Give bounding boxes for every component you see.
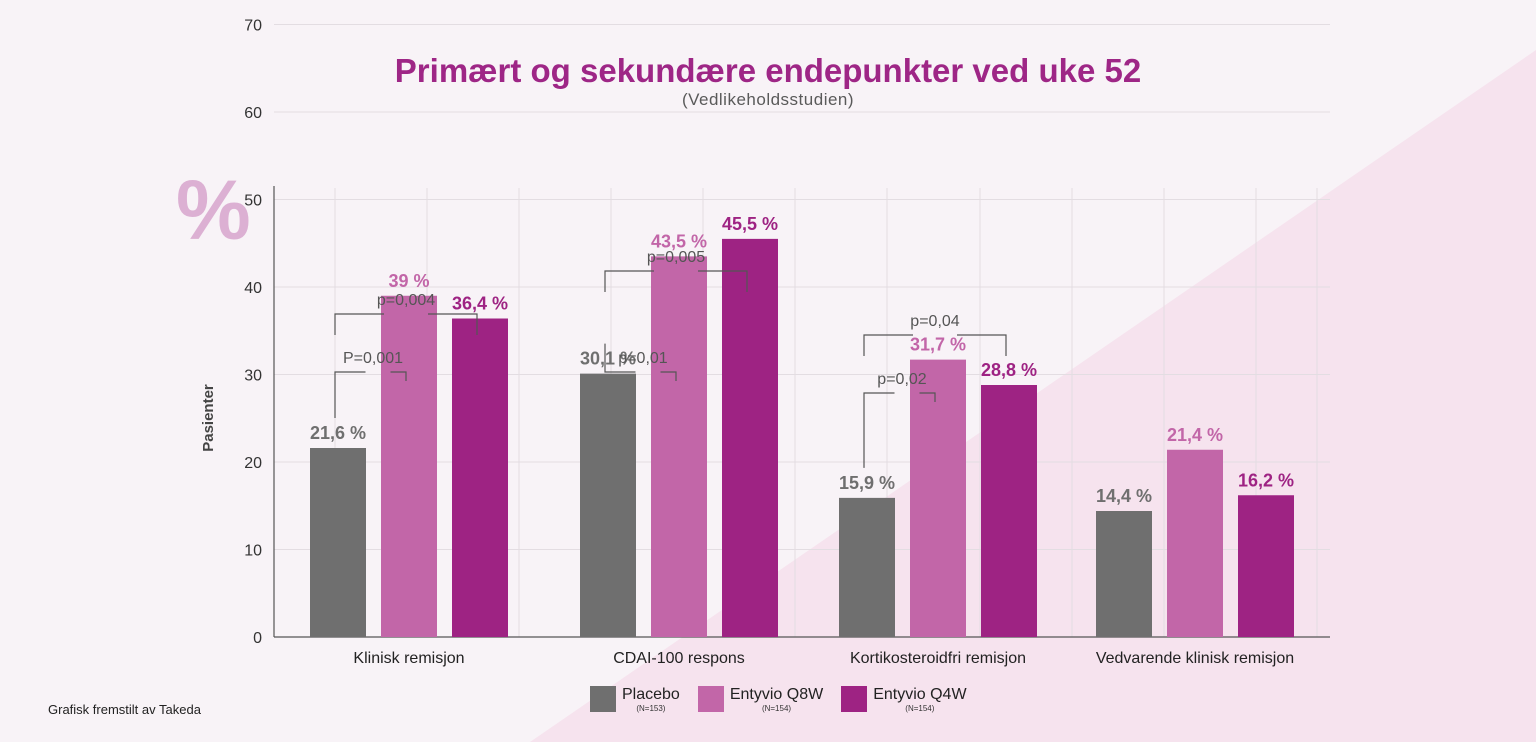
- legend-swatch-placebo: [590, 686, 616, 712]
- p-value-label: p=0,005: [647, 249, 705, 266]
- significance-bracket: [863, 392, 936, 468]
- y-tick-label: 0: [253, 630, 262, 647]
- significance-bracket: [604, 270, 748, 292]
- data-label: 16,2 %: [1238, 470, 1294, 490]
- percent-icon: %: [176, 163, 251, 257]
- legend-item-entyvio-q4w: Entyvio Q4W (N=154): [841, 686, 967, 714]
- data-label: 43,5 %: [651, 231, 707, 251]
- significance-bracket: [604, 343, 677, 381]
- significance-bracket: [863, 334, 1007, 356]
- bar-entyvio-q8w: [651, 256, 707, 637]
- legend-n: (N=154): [761, 704, 792, 713]
- data-label: 36,4 %: [452, 294, 508, 314]
- data-label: 14,4 %: [1096, 486, 1152, 506]
- bar-entyvio-q8w: [381, 295, 437, 637]
- data-label: 28,8 %: [981, 360, 1037, 380]
- bar-entyvio-q4w: [981, 385, 1037, 637]
- x-category-label: Vedvarende klinisk remisjon: [1096, 650, 1294, 667]
- bar-entyvio-q8w: [1167, 449, 1223, 637]
- data-label: 21,6 %: [310, 423, 366, 443]
- chart-subtitle: (Vedlikeholdsstudien): [681, 90, 855, 109]
- bar-placebo: [310, 448, 366, 637]
- x-category-label: Klinisk remisjon: [353, 650, 464, 667]
- legend-label: Entyvio Q8W: [729, 686, 824, 703]
- bar-entyvio-q4w: [452, 318, 508, 637]
- y-tick-label: 40: [244, 280, 262, 297]
- bar-placebo: [839, 497, 895, 637]
- y-axis-label: Pasienter: [200, 384, 217, 452]
- legend-n: (N=154): [905, 704, 935, 713]
- legend-swatch-entyvio-q8w: [697, 686, 724, 712]
- bar-entyvio-q8w: [910, 359, 966, 637]
- p-value-label: p=0,01: [618, 350, 667, 367]
- legend-label: Placebo: [622, 686, 680, 703]
- legend-swatch-entyvio-q4w: [841, 686, 868, 712]
- bar-placebo: [580, 373, 636, 637]
- bar-entyvio-q4w: [722, 238, 778, 637]
- legend: Placebo (N=153) Entyvio Q8W (N=154) Enty…: [590, 686, 967, 714]
- y-tick-label: 20: [244, 455, 262, 472]
- data-label: 45,5 %: [722, 214, 778, 234]
- legend-label: Entyvio Q4W: [873, 686, 967, 703]
- significance-bracket: [334, 313, 478, 335]
- y-tick-label: 10: [244, 543, 262, 560]
- bar-placebo: [1096, 511, 1152, 637]
- x-category-label: CDAI-100 respons: [613, 650, 745, 667]
- p-value-label: p=0,004: [377, 292, 435, 309]
- data-label: 21,4 %: [1167, 425, 1223, 445]
- y-tick-label: 50: [244, 193, 262, 210]
- legend-item-placebo: Placebo (N=153): [590, 686, 680, 714]
- data-label: 31,7 %: [910, 335, 966, 355]
- x-category-label: Kortikosteroidfri remisjon: [850, 650, 1026, 667]
- p-value-label: P=0,001: [343, 350, 403, 367]
- data-label: 15,9 %: [839, 473, 895, 493]
- data-label: 39 %: [388, 271, 429, 291]
- chart-title: Primært og sekundære endepunkter ved uke…: [394, 52, 1142, 89]
- y-tick-label: 30: [244, 368, 262, 385]
- y-tick-label: 70: [244, 18, 262, 35]
- data-label: 30,1 %: [580, 349, 636, 369]
- p-value-label: p=0,02: [877, 371, 926, 388]
- significance-bracket: [334, 371, 407, 418]
- legend-n: (N=153): [636, 704, 666, 713]
- credit-text: Grafisk fremstilt av Takeda: [48, 702, 201, 717]
- y-tick-label: 60: [244, 105, 262, 122]
- p-value-label: p=0,04: [910, 313, 959, 330]
- legend-item-entyvio-q8w: Entyvio Q8W (N=154): [697, 686, 824, 714]
- bar-entyvio-q4w: [1238, 495, 1294, 637]
